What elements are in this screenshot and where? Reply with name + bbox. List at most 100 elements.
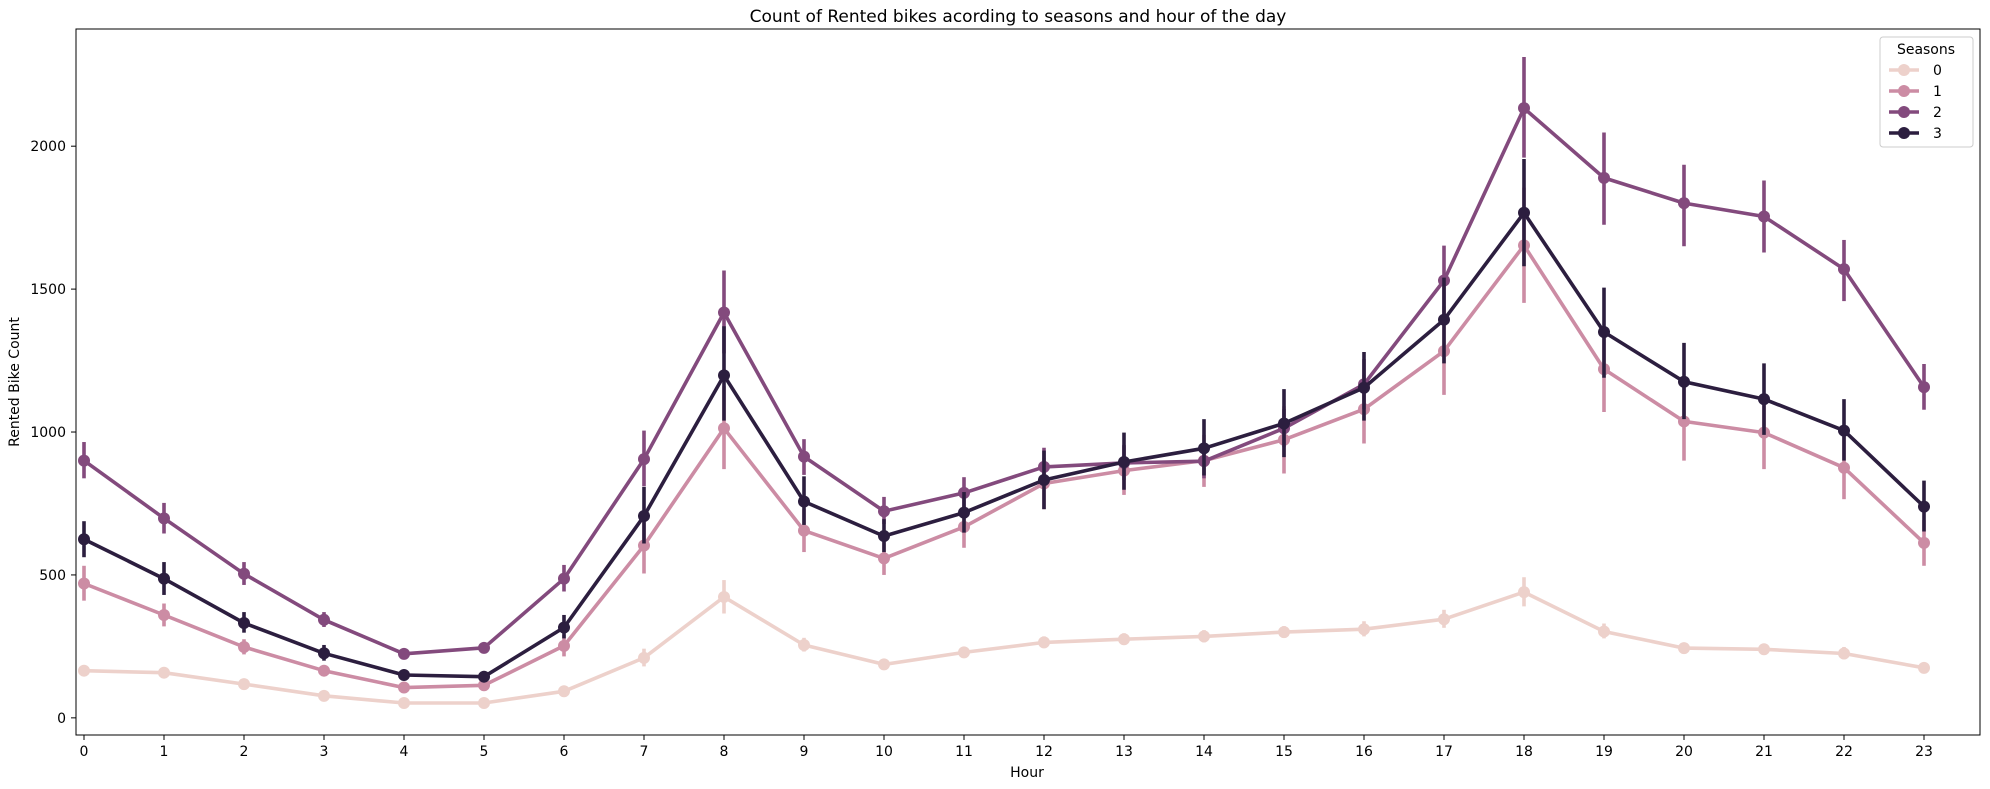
series-line bbox=[82, 106, 1926, 656]
data-point bbox=[558, 639, 570, 652]
x-tick-label: 8 bbox=[720, 744, 729, 760]
x-tick-label: 1 bbox=[160, 744, 169, 760]
x-tick-label: 3 bbox=[320, 744, 329, 760]
data-point bbox=[1678, 375, 1690, 388]
x-tick-label: 14 bbox=[1195, 744, 1213, 760]
data-point bbox=[478, 679, 490, 692]
data-point bbox=[1838, 424, 1850, 437]
data-point bbox=[1438, 613, 1450, 626]
data-point bbox=[558, 621, 570, 634]
data-point bbox=[158, 666, 170, 679]
data-point bbox=[878, 658, 890, 671]
series-line bbox=[83, 211, 1926, 679]
legend-swatch-marker bbox=[1898, 64, 1910, 76]
data-point bbox=[1278, 626, 1290, 639]
x-tick-label: 15 bbox=[1275, 744, 1293, 760]
legend-item-2: 2 bbox=[1889, 105, 1942, 121]
legend-swatch-marker bbox=[1898, 106, 1910, 118]
data-point bbox=[878, 505, 890, 518]
legend-label: 3 bbox=[1933, 126, 1942, 142]
x-tick-label: 4 bbox=[400, 744, 409, 760]
data-point bbox=[1678, 197, 1690, 210]
plot-area bbox=[78, 57, 1930, 709]
legend-items: 0 1 2 3 bbox=[1889, 63, 1942, 142]
data-point bbox=[478, 670, 490, 683]
data-point bbox=[1118, 456, 1130, 469]
data-point bbox=[318, 664, 330, 677]
data-point bbox=[638, 539, 650, 552]
x-tick-label: 5 bbox=[480, 744, 489, 760]
data-point bbox=[638, 510, 650, 523]
data-point bbox=[78, 454, 90, 467]
data-point bbox=[1758, 643, 1770, 656]
data-point bbox=[718, 369, 730, 382]
y-axis-label: Rented Bike Count bbox=[7, 317, 23, 447]
data-point bbox=[238, 640, 250, 653]
data-point bbox=[798, 638, 810, 651]
y-tick-label: 0 bbox=[57, 711, 66, 727]
data-point bbox=[798, 524, 810, 537]
legend-swatch-marker bbox=[1898, 85, 1910, 97]
series-line bbox=[83, 590, 1925, 705]
series-line bbox=[83, 243, 1926, 690]
legend-label: 0 bbox=[1933, 63, 1942, 79]
data-point bbox=[318, 613, 330, 626]
data-point bbox=[878, 530, 890, 543]
data-point bbox=[1838, 647, 1850, 660]
data-point bbox=[958, 646, 970, 659]
x-tick-label: 23 bbox=[1915, 744, 1933, 760]
data-point bbox=[78, 577, 90, 590]
data-point bbox=[1918, 536, 1930, 549]
legend-label: 1 bbox=[1933, 84, 1942, 100]
data-point bbox=[1918, 381, 1930, 394]
plot-frame bbox=[75, 28, 1981, 736]
data-point bbox=[718, 422, 730, 435]
data-point bbox=[1598, 625, 1610, 638]
data-point bbox=[1678, 642, 1690, 655]
data-point bbox=[1838, 263, 1850, 276]
x-tick-label: 0 bbox=[80, 744, 89, 760]
data-point bbox=[238, 678, 250, 691]
x-tick-label: 20 bbox=[1675, 744, 1693, 760]
data-point bbox=[958, 506, 970, 519]
x-tick-label: 13 bbox=[1115, 744, 1133, 760]
data-point bbox=[478, 696, 490, 709]
data-point bbox=[558, 572, 570, 585]
data-point bbox=[798, 450, 810, 463]
data-point bbox=[1358, 381, 1370, 394]
y-tick-label: 500 bbox=[39, 568, 66, 584]
data-point bbox=[398, 696, 410, 709]
data-point bbox=[78, 664, 90, 677]
legend-title: Seasons bbox=[1897, 42, 1955, 58]
series-0 bbox=[78, 577, 1930, 709]
x-tick-label: 18 bbox=[1515, 744, 1533, 760]
legend-item-0: 0 bbox=[1889, 63, 1942, 79]
x-tick-label: 22 bbox=[1835, 744, 1853, 760]
data-point bbox=[1198, 630, 1210, 643]
data-point bbox=[1518, 586, 1530, 599]
x-tick-label: 7 bbox=[640, 744, 649, 760]
data-point bbox=[1038, 636, 1050, 649]
x-tick-label: 10 bbox=[875, 744, 893, 760]
data-point bbox=[1598, 325, 1610, 338]
data-point bbox=[238, 567, 250, 580]
data-point bbox=[478, 641, 490, 654]
data-point bbox=[1678, 415, 1690, 428]
y-tick-label: 1000 bbox=[30, 425, 66, 441]
data-point bbox=[398, 681, 410, 694]
x-tick-label: 17 bbox=[1435, 744, 1453, 760]
x-tick-label: 12 bbox=[1035, 744, 1053, 760]
x-tick-label: 6 bbox=[560, 744, 569, 760]
data-point bbox=[78, 533, 90, 546]
data-point bbox=[398, 668, 410, 681]
x-tick-label: 21 bbox=[1755, 744, 1773, 760]
x-tick-label: 11 bbox=[955, 744, 973, 760]
legend-item-1: 1 bbox=[1889, 84, 1942, 100]
data-point bbox=[1838, 461, 1850, 474]
data-point bbox=[1518, 102, 1530, 115]
data-point bbox=[1358, 623, 1370, 636]
data-point bbox=[318, 647, 330, 660]
x-axis-label: Hour bbox=[1010, 765, 1044, 781]
